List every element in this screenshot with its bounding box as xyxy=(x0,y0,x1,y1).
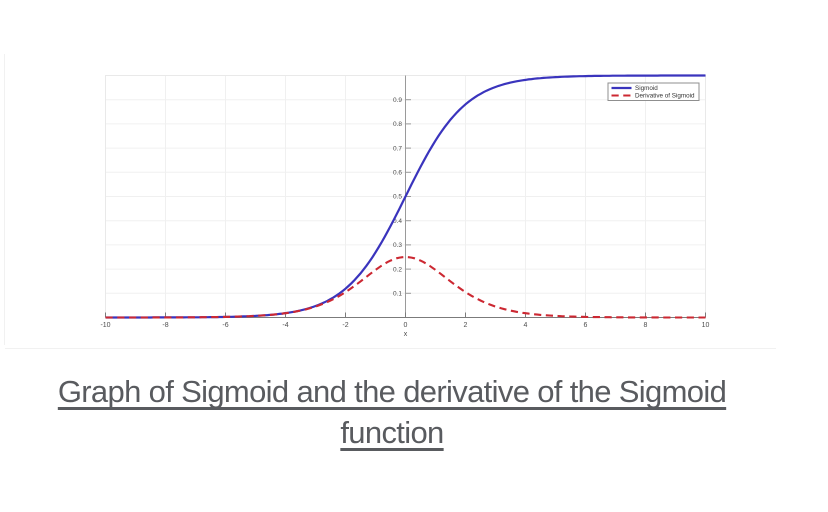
svg-text:0.8: 0.8 xyxy=(393,121,402,128)
svg-text:6: 6 xyxy=(584,322,588,329)
svg-text:2: 2 xyxy=(464,322,468,329)
svg-text:x: x xyxy=(404,331,408,338)
svg-text:0.5: 0.5 xyxy=(393,194,402,201)
svg-text:0.3: 0.3 xyxy=(393,242,402,249)
svg-text:-8: -8 xyxy=(162,322,168,329)
svg-text:-6: -6 xyxy=(222,322,228,329)
svg-text:0: 0 xyxy=(404,322,408,329)
svg-text:-10: -10 xyxy=(100,322,110,329)
svg-text:0.1: 0.1 xyxy=(393,291,402,298)
svg-text:0.6: 0.6 xyxy=(393,170,402,177)
svg-text:0.9: 0.9 xyxy=(393,97,402,104)
svg-text:-2: -2 xyxy=(342,322,348,329)
svg-text:Derivative of Sigmoid: Derivative of Sigmoid xyxy=(635,93,695,100)
svg-text:8: 8 xyxy=(644,322,648,329)
svg-text:10: 10 xyxy=(702,322,710,329)
svg-text:-4: -4 xyxy=(282,322,288,329)
svg-text:0.2: 0.2 xyxy=(393,266,402,273)
svg-text:4: 4 xyxy=(524,322,528,329)
svg-text:Sigmoid: Sigmoid xyxy=(635,85,658,92)
svg-text:0.7: 0.7 xyxy=(393,145,402,152)
svg-text:0.4: 0.4 xyxy=(393,218,402,225)
